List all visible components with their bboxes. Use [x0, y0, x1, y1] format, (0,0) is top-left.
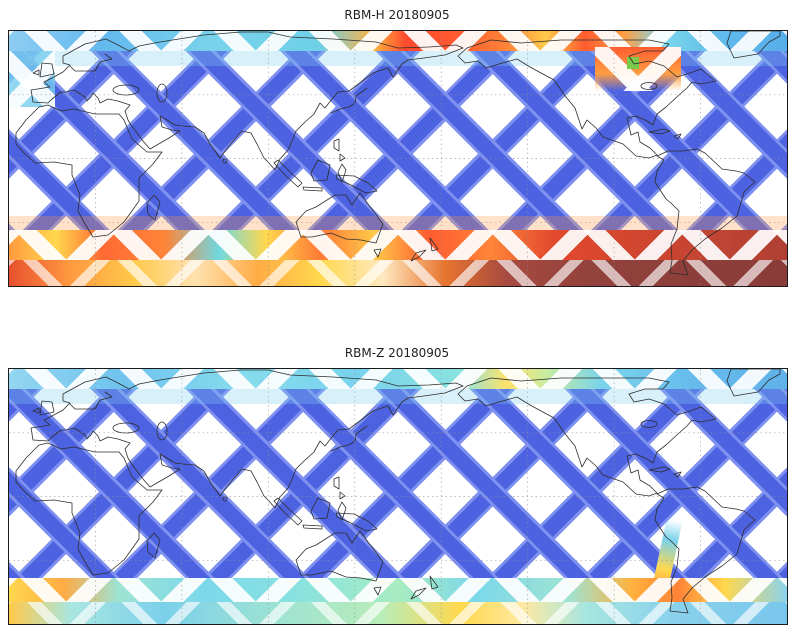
coastline-grid-overlay	[9, 31, 787, 286]
south-polar-band-upper	[9, 578, 787, 602]
south-transition-band	[9, 216, 787, 230]
no-data-gap-overlay	[9, 369, 787, 389]
north-polar-band-secondary	[9, 51, 787, 66]
no-data-gap-overlay	[9, 578, 787, 602]
north-polar-band-secondary	[9, 389, 787, 404]
no-data-gap-overlay	[9, 602, 787, 624]
coastline-grid-overlay	[9, 369, 787, 624]
south-polar-band-upper	[9, 230, 787, 260]
no-data-gap-overlay	[9, 260, 787, 286]
north-polar-band	[9, 369, 787, 389]
south-polar-band-lower	[9, 602, 787, 624]
panel-title-rbm-z: RBM-Z 20180905	[344, 346, 450, 360]
north-polar-band	[9, 31, 787, 51]
panel-rbm-z	[8, 368, 788, 625]
no-data-gap-overlay	[9, 230, 787, 260]
panel-title-rbm-h: RBM-H 20180905	[344, 8, 450, 22]
no-data-gap-overlay	[9, 31, 787, 51]
panel-rbm-h	[8, 30, 788, 287]
north-pacific-red-patch	[595, 47, 681, 91]
south-polar-band-lower	[9, 260, 787, 286]
no-data-gap-overlay	[595, 47, 681, 91]
